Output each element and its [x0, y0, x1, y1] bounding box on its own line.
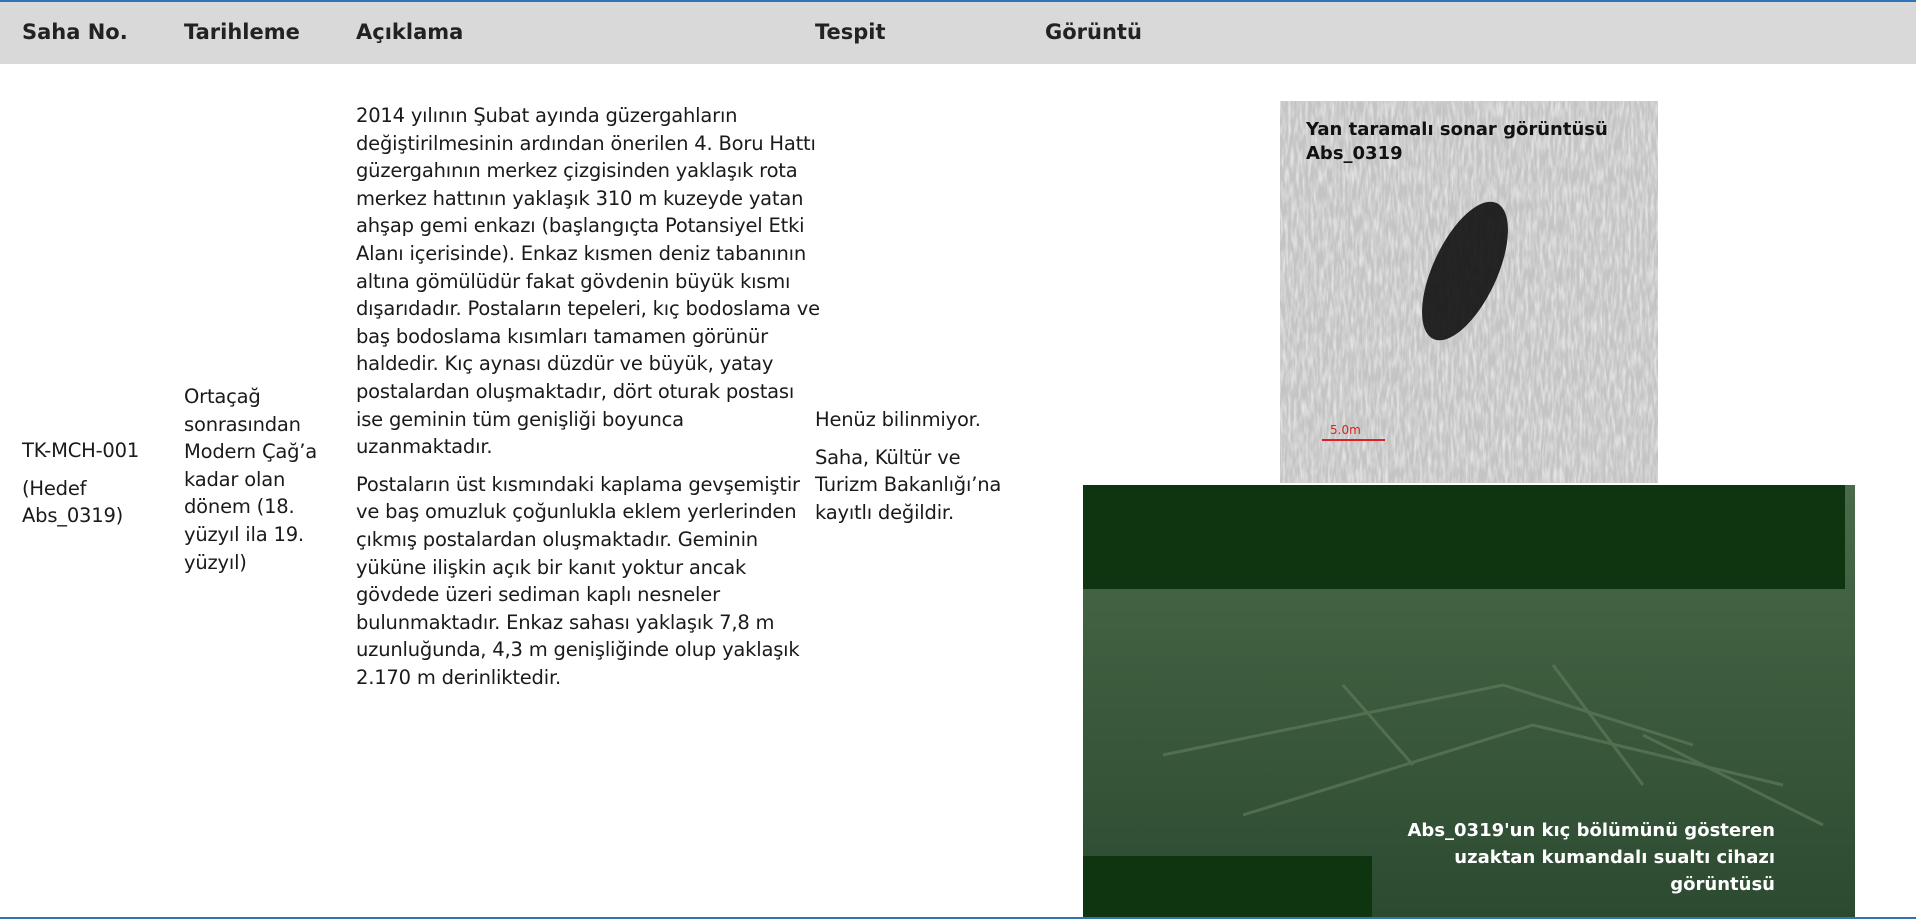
column-header: Saha No.: [22, 20, 128, 44]
description: 2014 yılının Şubat ayında güzergahların …: [356, 102, 826, 701]
column-header: Tarihleme: [184, 20, 300, 44]
column-header: Görüntü: [1045, 20, 1142, 44]
rov-caption: uzaktan kumandalı sualtı cihazı: [1454, 847, 1775, 868]
dating: Ortaçağ sonrasından Modern Çağ’a kadar o…: [184, 383, 329, 586]
sonar-caption: Abs_0319: [1306, 143, 1403, 164]
table-border: [0, 917, 1916, 919]
finding: Henüz bilinmiyor. Saha, Kültür ve Turizm…: [815, 406, 1025, 536]
description-paragraph: Postaların üst kısmındaki kaplama gevşem…: [356, 472, 800, 689]
table-header: Saha No. Tarihleme Açıklama Tespit Görün…: [0, 0, 1916, 64]
scale-label: 5.0m: [1330, 423, 1361, 437]
rov-caption: Abs_0319'un kıç bölümünü gösteren: [1408, 820, 1776, 841]
finding-paragraph: Henüz bilinmiyor.: [815, 408, 981, 431]
sonar-image: Yan taramalı sonar görüntüsü Abs_0319 5.…: [1280, 101, 1658, 483]
column-header: Tespit: [815, 20, 886, 44]
dating-text: Ortaçağ sonrasından Modern Çağ’a kadar o…: [184, 385, 318, 574]
site-id: TK-MCH-001: [22, 439, 140, 462]
description-paragraph: 2014 yılının Şubat ayında güzergahların …: [356, 104, 820, 459]
rov-caption: görüntüsü: [1670, 874, 1775, 895]
rov-image: Abs_0319'un kıç bölümünü gösteren uzakta…: [1083, 485, 1855, 917]
column-header: Açıklama: [356, 20, 464, 44]
site-number: TK-MCH-001 (Hedef Abs_0319): [22, 437, 172, 540]
finding-paragraph: Saha, Kültür ve Turizm Bakanlığı’na kayı…: [815, 445, 1002, 524]
sonar-caption: Yan taramalı sonar görüntüsü: [1305, 119, 1608, 140]
target-id: (Hedef Abs_0319): [22, 476, 124, 528]
